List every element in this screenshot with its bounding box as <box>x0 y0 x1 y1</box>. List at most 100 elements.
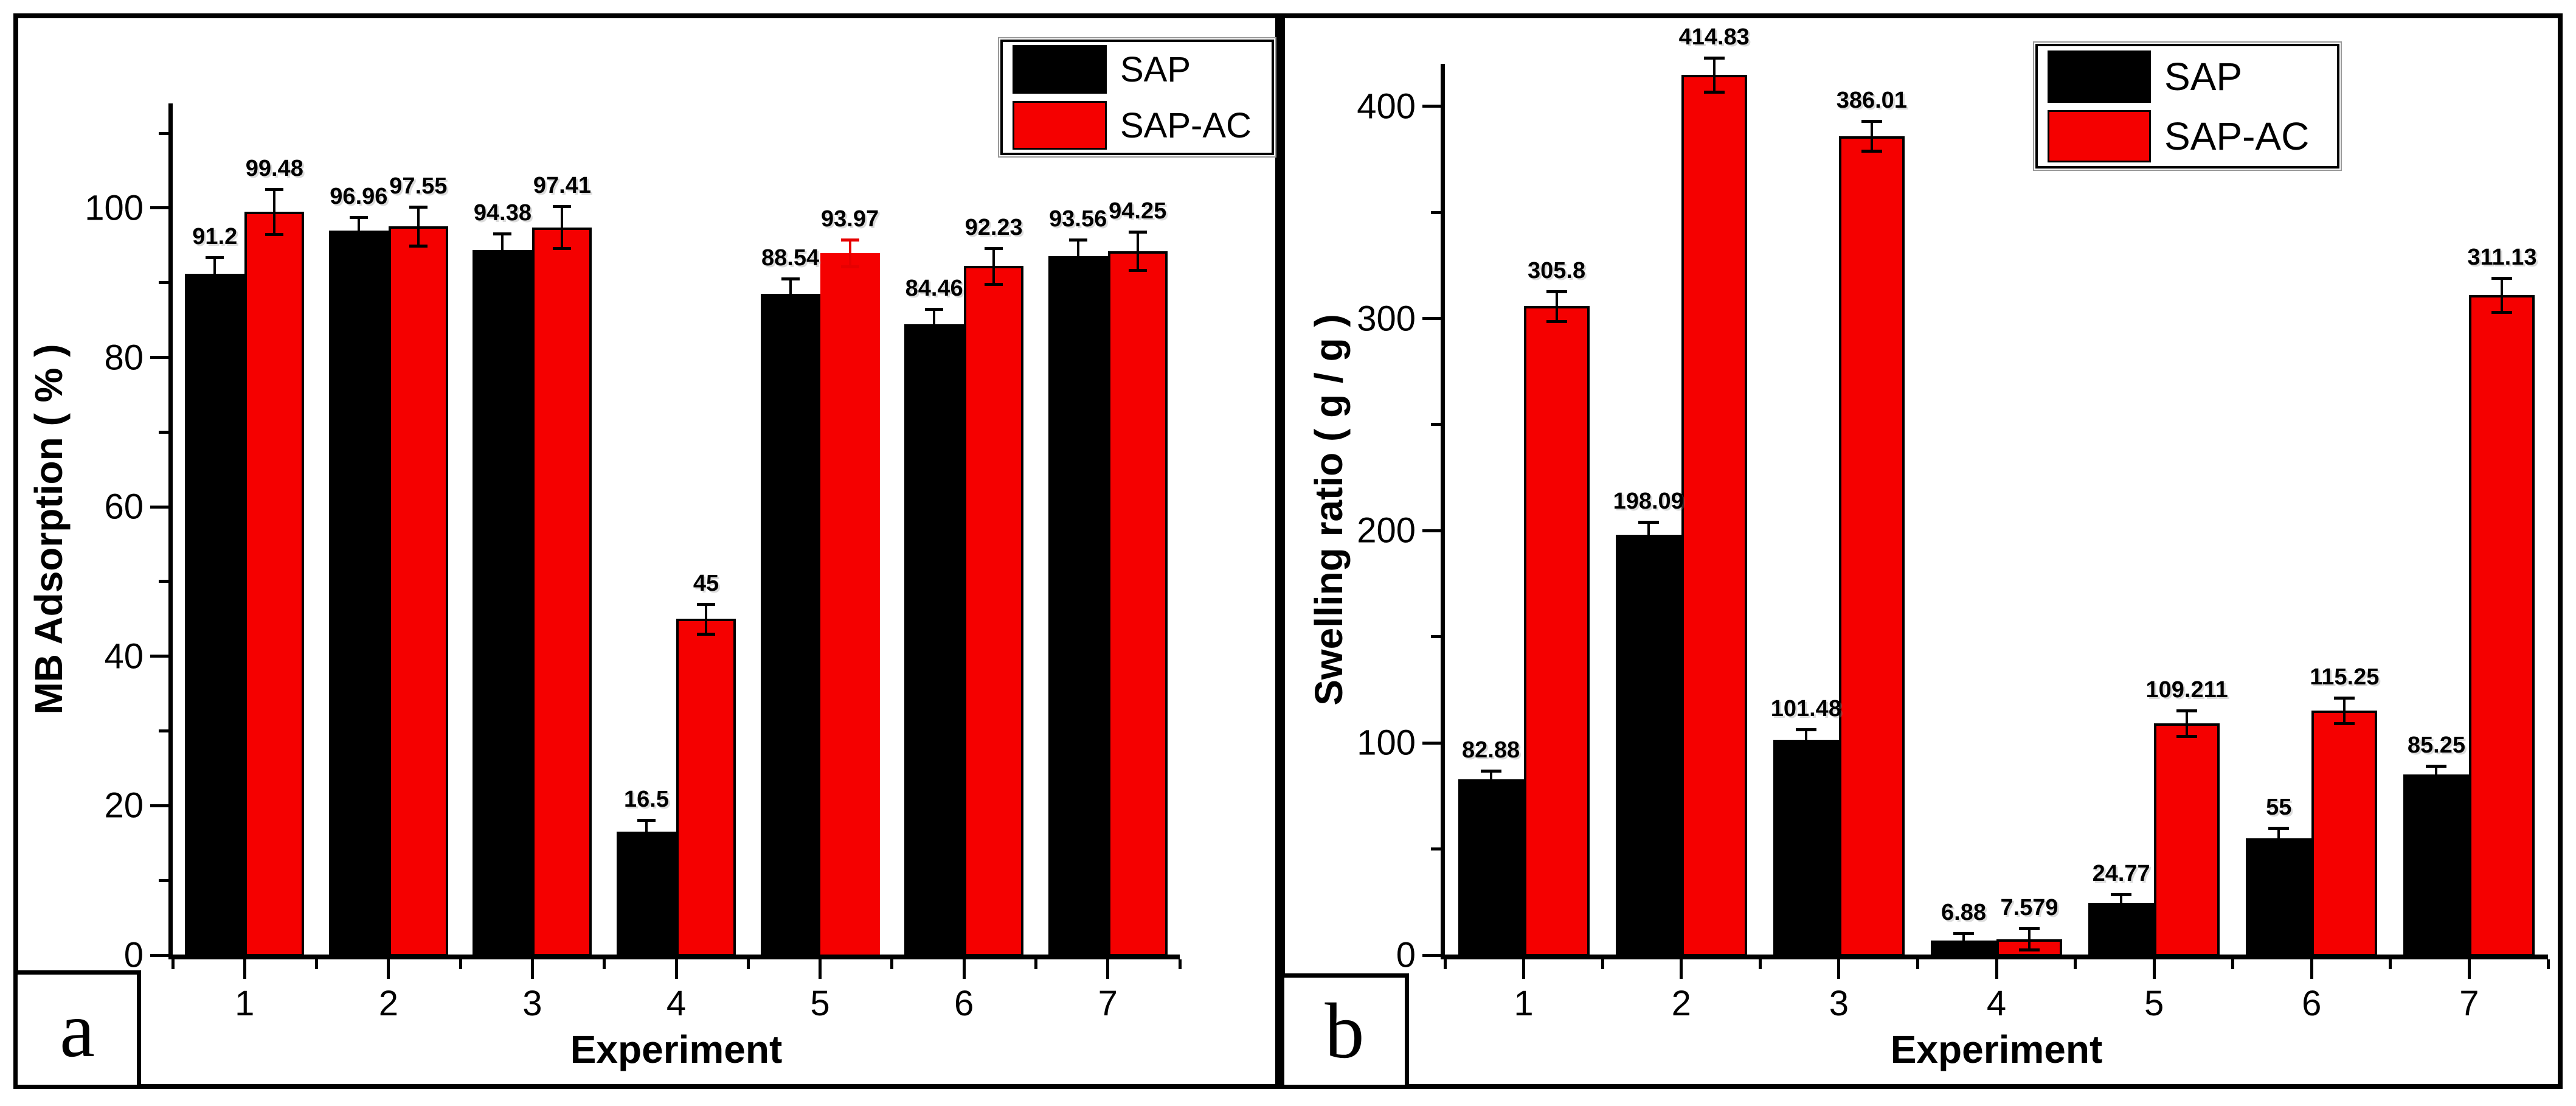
error-bar-cap <box>697 602 715 606</box>
x-minor-tick <box>2231 959 2235 969</box>
x-minor-tick <box>890 959 894 969</box>
bar-sap-ac-1 <box>1523 306 1590 956</box>
error-bar-cap <box>781 307 800 311</box>
y-axis-title-b: Swelling ratio ( g / g ) <box>1307 313 1351 706</box>
bar-value-label: 45 <box>693 570 719 596</box>
x-minor-tick <box>603 959 606 969</box>
bar-value-label: 6.88 <box>1941 899 1986 925</box>
x-major-tick <box>1680 959 1683 979</box>
error-bar-cap <box>985 282 1003 286</box>
bar-value-label: 94.38 <box>473 200 531 226</box>
bar-sap-4 <box>617 832 676 956</box>
bar-value-label: 82.88 <box>1462 737 1520 763</box>
error-bar-cap <box>1795 749 1816 753</box>
y-major-tick <box>150 804 168 807</box>
bar-value-label: 24.77 <box>2092 860 2150 886</box>
bar-value-label: 88.54 <box>761 245 820 271</box>
error-bar <box>848 239 851 267</box>
error-bar-cap <box>2268 847 2290 851</box>
y-tick-label: 60 <box>104 487 144 527</box>
legend-row: SAP-AC <box>2048 110 2337 162</box>
panel-letter-a: a <box>13 970 141 1089</box>
bar-sap-ac-5 <box>820 252 880 956</box>
bar-value-label: 414.83 <box>1678 24 1750 50</box>
legend-b: SAP SAP-AC <box>2033 41 2342 171</box>
bar-sap-ac-6 <box>964 266 1024 956</box>
y-minor-tick <box>159 729 168 733</box>
legend-swatch-sap <box>2048 50 2151 103</box>
x-minor-tick <box>2546 959 2550 969</box>
y-tick-label: 200 <box>1357 510 1416 551</box>
error-bar-cap <box>1068 271 1087 275</box>
bar-sap-5 <box>2088 902 2155 956</box>
error-bar <box>2120 894 2123 911</box>
bar-value-label: 96.96 <box>330 184 388 210</box>
error-bar <box>2028 928 2031 950</box>
x-minor-tick <box>315 959 319 969</box>
error-bar-cap <box>2111 892 2132 896</box>
error-bar-cap <box>1128 269 1147 273</box>
error-bar-cap <box>206 256 224 259</box>
legend-label: SAP-AC <box>1120 105 1252 145</box>
bar-sap-2 <box>328 231 389 956</box>
error-bar-cap <box>493 232 512 235</box>
error-bar-cap <box>553 205 572 209</box>
legend-label: SAP <box>2164 54 2243 99</box>
bar-value-label: 109.211 <box>2145 677 2228 703</box>
x-major-tick <box>1106 959 1110 979</box>
x-major-tick <box>1837 959 1841 979</box>
bar-sap-5 <box>760 293 820 956</box>
error-bar-cap <box>637 843 656 846</box>
x-major-tick <box>2467 959 2471 979</box>
x-minor-tick <box>1601 959 1604 969</box>
y-minor-tick <box>159 131 168 135</box>
bar-value-label: 7.579 <box>2000 895 2058 921</box>
x-major-tick <box>819 959 822 979</box>
y-tick-label: 20 <box>104 785 144 826</box>
error-bar <box>705 603 707 634</box>
y-tick-label: 400 <box>1357 86 1416 127</box>
y-minor-tick <box>1431 847 1441 851</box>
error-bar <box>1962 933 1965 948</box>
legend-row: SAP <box>1013 45 1272 94</box>
error-bar-cap <box>925 308 944 311</box>
x-axis-overlay <box>168 955 1180 959</box>
error-bar <box>992 248 995 284</box>
error-bar <box>1555 291 1558 321</box>
x-tick-label: 6 <box>954 984 974 1023</box>
bar-sap-ac-3 <box>532 227 592 956</box>
bar-sap-ac-2 <box>388 226 448 956</box>
error-bar-cap <box>409 206 428 209</box>
y-major-tick <box>1422 953 1441 957</box>
x-minor-tick <box>746 959 750 969</box>
bar-value-label: 84.46 <box>905 276 963 302</box>
bar-sap-ac-3 <box>1838 136 1905 956</box>
error-bar-cap <box>1638 546 1659 549</box>
y-major-tick <box>1422 317 1441 321</box>
error-bar <box>789 279 792 309</box>
bar-value-label: 93.97 <box>821 206 879 232</box>
x-tick-label: 5 <box>2144 984 2164 1023</box>
error-bar-cap <box>265 233 284 237</box>
y-minor-tick <box>159 430 168 434</box>
error-bar-cap <box>2111 909 2132 913</box>
error-bar <box>2501 277 2504 312</box>
x-tick-label: 4 <box>1986 984 2007 1023</box>
y-tick-label: 80 <box>104 338 144 378</box>
error-bar-cap <box>840 265 859 269</box>
bar-value-label: 85.25 <box>2407 732 2465 758</box>
error-bar-cap <box>2019 948 2040 951</box>
error-bar <box>2343 698 2346 723</box>
bar-sap-6 <box>2246 838 2312 956</box>
y-major-tick <box>1422 529 1441 532</box>
error-bar <box>1647 522 1650 548</box>
x-tick-label: 7 <box>1098 984 1118 1023</box>
bar-sap-6 <box>904 324 964 956</box>
error-bar <box>561 206 564 249</box>
x-tick-label: 1 <box>235 984 255 1023</box>
x-minor-tick <box>459 959 462 969</box>
error-bar-cap <box>409 244 428 248</box>
bar-value-label: 101.48 <box>1770 695 1841 722</box>
error-bar-cap <box>2334 722 2355 725</box>
y-major-tick <box>150 953 168 957</box>
